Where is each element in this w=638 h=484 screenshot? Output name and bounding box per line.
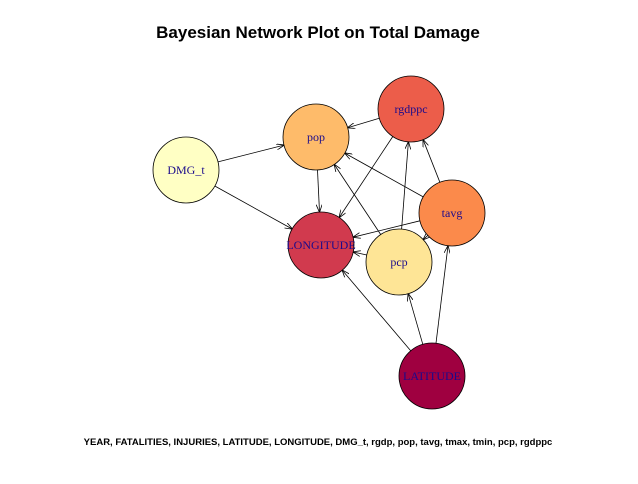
edge-pcp-to-rgdppc xyxy=(401,142,409,230)
node-label: LONGITUDE xyxy=(286,238,355,252)
node-rgdppc: rgdppc xyxy=(377,75,445,143)
node-label: DMG_t xyxy=(167,163,205,177)
edge-rgdppc-to-pop xyxy=(348,117,380,127)
edge-pcp-to-longitude xyxy=(353,252,367,255)
edge-latitude-to-tavg xyxy=(435,246,448,344)
node-circle xyxy=(152,136,220,204)
node-circle xyxy=(365,228,433,296)
node-latitude: LATITUDE xyxy=(398,342,466,410)
node-dmg-t: DMG_t xyxy=(152,136,220,204)
edge-tavg-to-rgdppc xyxy=(423,140,441,183)
node-tavg: tavg xyxy=(418,179,486,247)
edge-dmg_t-to-longitude xyxy=(214,185,292,229)
node-circle xyxy=(282,103,350,171)
edge-pcp-to-pop xyxy=(334,165,382,235)
edge-tavg-to-longitude xyxy=(353,220,420,237)
edge-tavg-to-pop xyxy=(345,153,424,198)
node-circle xyxy=(398,342,466,410)
edge-tavg-to-pcp xyxy=(423,235,428,239)
node-label: tavg xyxy=(442,206,463,220)
node-circle xyxy=(287,211,355,279)
diagram-title: Bayesian Network Plot on Total Damage xyxy=(156,23,480,42)
node-label: rgdppc xyxy=(394,102,427,116)
node-pcp: pcp xyxy=(365,228,433,296)
node-label: pop xyxy=(307,130,325,144)
node-longitude: LONGITUDE xyxy=(286,211,356,279)
variables-footer: YEAR, FATALITIES, INJURIES, LATITUDE, LO… xyxy=(84,437,553,448)
node-label: LATITUDE xyxy=(403,369,461,383)
edge-latitude-to-pcp xyxy=(408,294,424,345)
edge-pop-to-longitude xyxy=(318,169,320,212)
edge-dmg_t-to-pop xyxy=(217,145,284,163)
edges-layer xyxy=(214,117,448,352)
edge-rgdppc-to-longitude xyxy=(339,136,394,218)
node-label: pcp xyxy=(390,255,407,269)
node-circle xyxy=(418,179,486,247)
edge-latitude-to-longitude xyxy=(342,270,412,352)
node-pop: pop xyxy=(282,103,350,171)
node-circle xyxy=(377,75,445,143)
